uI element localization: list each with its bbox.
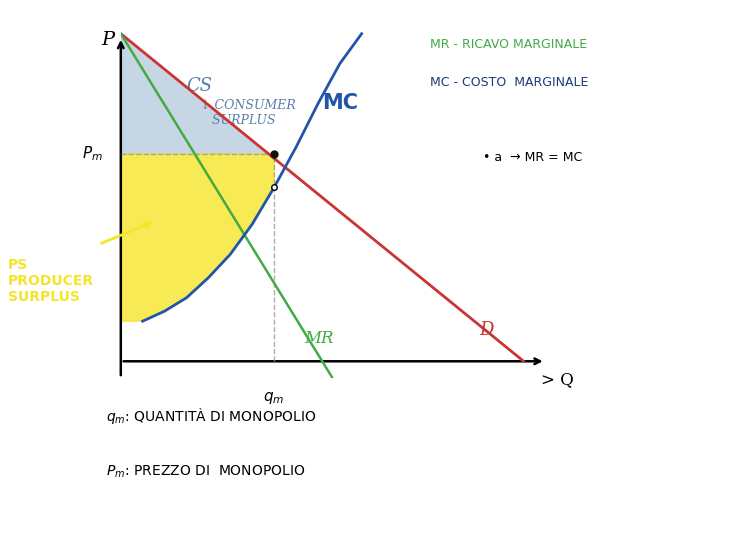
Text: CS: CS [186,77,213,94]
Text: MR: MR [305,330,334,347]
Text: MC - COSTO  MARGINALE: MC - COSTO MARGINALE [430,76,589,89]
Text: MC: MC [322,92,358,112]
Text: P: P [101,31,114,49]
Text: PS
PRODUCER
SURPLUS: PS PRODUCER SURPLUS [8,258,94,304]
Text: $q_m$: QUANTITÀ DI MONOPOLIO: $q_m$: QUANTITÀ DI MONOPOLIO [106,406,316,426]
Text: ↓ CONSUMER
   SURPLUS: ↓ CONSUMER SURPLUS [199,99,295,127]
Text: $P_m$: $P_m$ [82,145,103,164]
Text: $P_m$: PREZZO DI  MONOPOLIO: $P_m$: PREZZO DI MONOPOLIO [106,463,305,480]
Text: MR - RICAVO MARGINALE: MR - RICAVO MARGINALE [430,38,587,51]
Text: $q_m$: $q_m$ [263,390,285,406]
Polygon shape [121,33,274,158]
Text: D: D [479,321,494,339]
Text: > Q: > Q [541,371,574,388]
Polygon shape [121,154,274,321]
Text: • a  → MR = MC: • a → MR = MC [483,151,582,164]
